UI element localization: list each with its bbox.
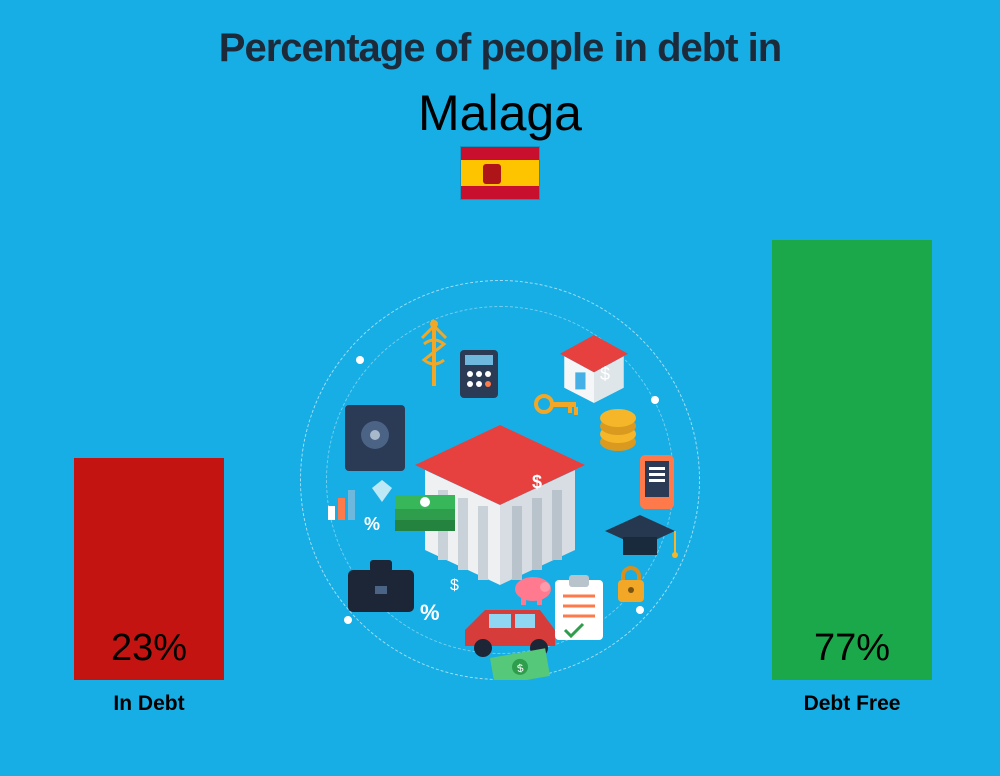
bar-value-in-debt: 23% [111,627,187,680]
infographic-canvas: Percentage of people in debt in Malaga $ [0,0,1000,776]
page-subtitle: Malaga [0,84,1000,142]
flag-stripe-bottom [461,186,539,199]
flag-stripe-top [461,147,539,160]
flag-emblem [483,164,501,184]
bar-label-in-debt: In Debt [44,692,254,716]
spain-flag-icon [460,146,540,200]
bar-label-debt-free: Debt Free [742,692,962,716]
bar-in-debt: 23% [74,458,224,680]
page-title: Percentage of people in debt in [0,26,1000,71]
bar-value-debt-free: 77% [814,627,890,680]
bar-debt-free: 77% [772,240,932,680]
bar-chart: 23% In Debt 77% Debt Free [0,240,1000,680]
